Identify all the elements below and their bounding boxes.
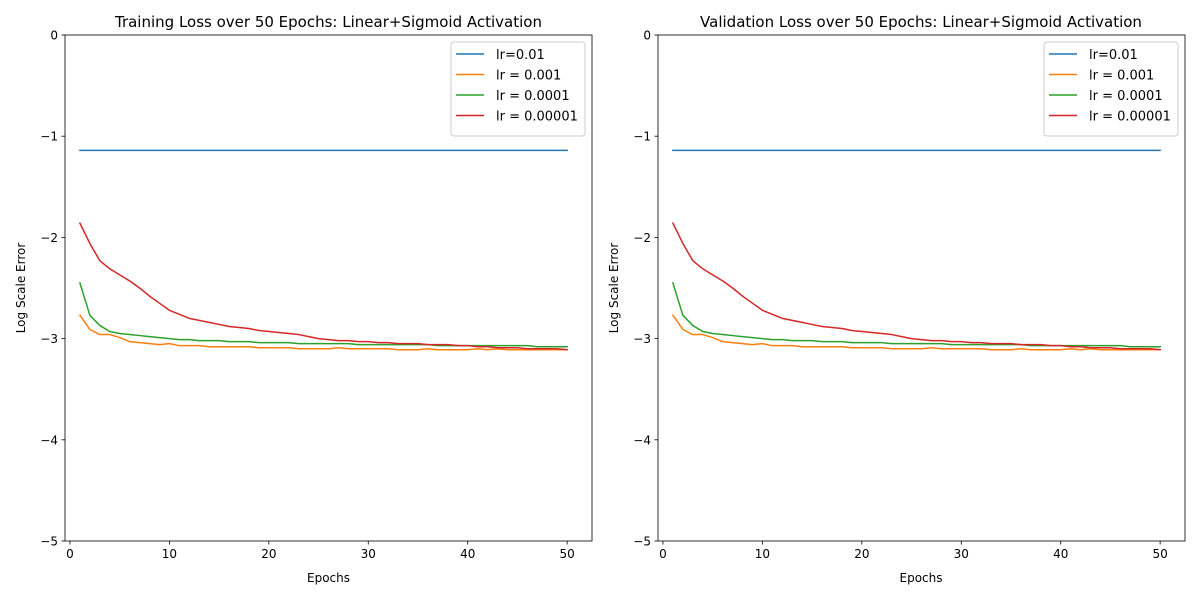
series-line-3 <box>671 222 1161 351</box>
x-axis-label: Epochs <box>900 571 943 585</box>
series-line-2 <box>78 282 568 348</box>
legend: lr=0.01 lr = 0.001 lr = 0.0001 lr = 0.00001 <box>450 41 586 137</box>
axes-frame <box>64 34 593 542</box>
x-tick-label: 30 <box>361 547 376 561</box>
y-tick-label: −4 <box>40 433 58 447</box>
x-tick-label: 50 <box>1153 547 1168 561</box>
legend-label: lr = 0.00001 <box>1089 110 1171 125</box>
series-line-2 <box>671 282 1161 348</box>
y-tick-label: −2 <box>40 231 58 245</box>
y-tick-label: −5 <box>633 535 651 549</box>
y-tick-label: −4 <box>633 433 651 447</box>
y-tick-label: 0 <box>643 29 651 43</box>
y-tick-label: −1 <box>633 130 651 144</box>
legend-label: lr = 0.00001 <box>496 110 578 125</box>
y-axis-label: Log Scale Error <box>607 243 621 334</box>
legend-label: lr=0.01 <box>496 48 545 63</box>
x-tick-label: 0 <box>66 547 74 561</box>
x-tick-label: 20 <box>261 547 276 561</box>
y-tick-label: −3 <box>633 332 651 346</box>
series-line-3 <box>78 222 568 351</box>
chart-title: Training Loss over 50 Epochs: Linear+Sig… <box>114 13 542 31</box>
legend: lr=0.01 lr = 0.001 lr = 0.0001 lr = 0.00001 <box>1043 41 1179 137</box>
x-axis-label: Epochs <box>307 571 350 585</box>
x-tick-label: 10 <box>162 547 177 561</box>
y-tick-label: −5 <box>40 535 58 549</box>
series-line-1 <box>671 314 1161 351</box>
legend-label: lr = 0.0001 <box>1089 89 1163 104</box>
legend-label: lr = 0.0001 <box>496 89 570 104</box>
x-tick-label: 30 <box>954 547 969 561</box>
chart-title: Validation Loss over 50 Epochs: Linear+S… <box>700 13 1142 31</box>
legend-label: lr = 0.001 <box>1089 69 1154 84</box>
y-axis-label: Log Scale Error <box>14 243 28 334</box>
x-tick-label: 40 <box>460 547 475 561</box>
x-tick-label: 0 <box>659 547 667 561</box>
y-tick-label: −3 <box>40 332 58 346</box>
y-tick-label: −1 <box>40 130 58 144</box>
y-tick-label: 0 <box>50 29 58 43</box>
x-tick-label: 50 <box>560 547 575 561</box>
training-loss-chart: Training Loss over 50 Epochs: Linear+Sig… <box>14 13 593 585</box>
legend-box <box>1043 41 1179 137</box>
axes-frame <box>657 34 1186 542</box>
x-tick-label: 40 <box>1053 547 1068 561</box>
validation-loss-chart: Validation Loss over 50 Epochs: Linear+S… <box>607 13 1186 585</box>
legend-label: lr=0.01 <box>1089 48 1138 63</box>
y-tick-label: −2 <box>633 231 651 245</box>
legend-label: lr = 0.001 <box>496 69 561 84</box>
legend-box <box>450 41 586 137</box>
x-tick-label: 20 <box>854 547 869 561</box>
series-line-1 <box>78 314 568 351</box>
x-tick-label: 10 <box>755 547 770 561</box>
